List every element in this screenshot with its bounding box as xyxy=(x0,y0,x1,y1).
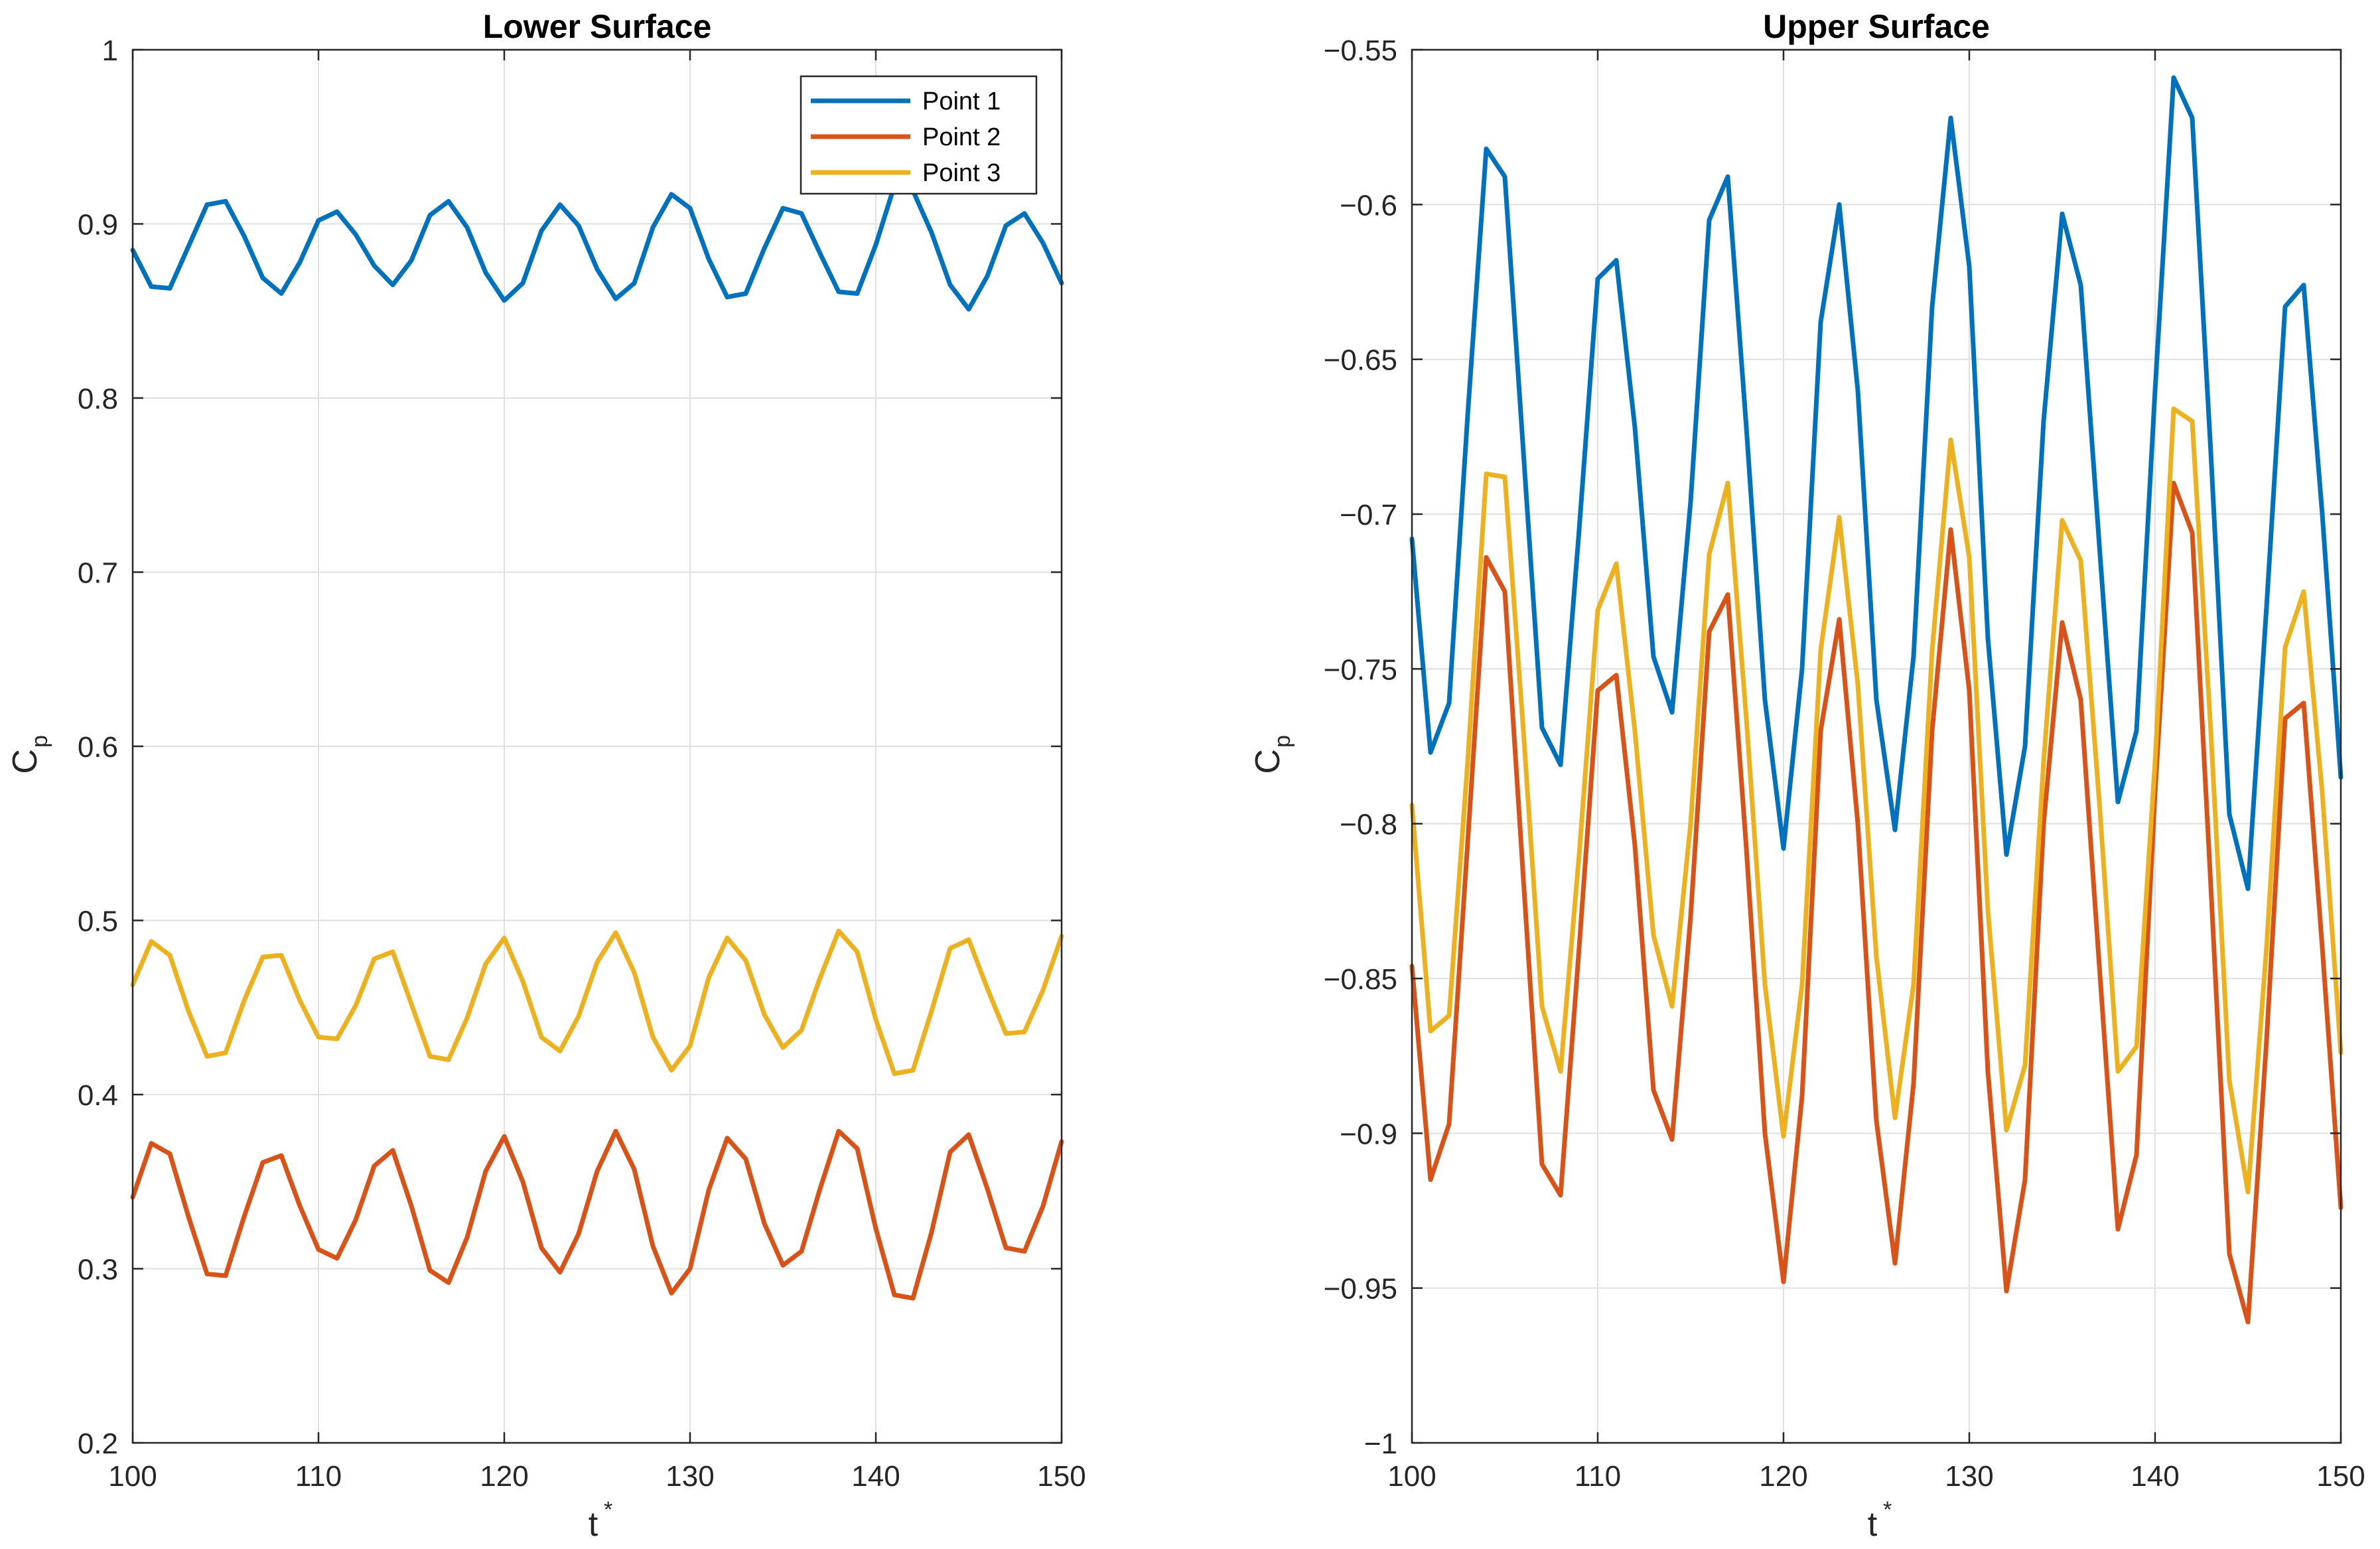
y-tick-label: −0.6 xyxy=(1340,189,1397,222)
y-axis-label-subscript: p xyxy=(27,735,52,748)
x-tick-label: 110 xyxy=(1575,1460,1621,1493)
y-tick-label: 0.3 xyxy=(78,1254,118,1286)
y-tick-label: −0.65 xyxy=(1324,344,1397,377)
x-axis-label: t xyxy=(1868,1505,1878,1544)
series-line-2 xyxy=(1409,480,2344,1325)
x-tick-label: 150 xyxy=(1037,1460,1085,1493)
series-line-2 xyxy=(130,1128,1064,1301)
axes-box xyxy=(1411,48,2342,1444)
y-axis-label-main: C xyxy=(6,749,44,774)
y-tick-label: −0.75 xyxy=(1324,653,1397,686)
x-tick-label: 150 xyxy=(2316,1460,2365,1493)
y-tick-label: 0.8 xyxy=(78,383,118,415)
y-axis-label-subscript: p xyxy=(1270,735,1295,748)
y-tick-label: 0.6 xyxy=(78,731,118,764)
x-tick-label: 140 xyxy=(851,1460,900,1493)
chart-2: 100 110 120 130 140 150 −1 −0.95 −0.9 −0.85 −0.8 −0… xyxy=(1249,8,2365,1544)
chart-title: Upper Surface xyxy=(1763,8,1990,45)
y-tick-label: 0.4 xyxy=(78,1079,118,1112)
x-tick-label: 100 xyxy=(1387,1460,1436,1493)
x-tick-label: 130 xyxy=(665,1460,714,1493)
y-tick-label: 0.2 xyxy=(78,1428,118,1460)
y-tick-label: −0.85 xyxy=(1324,963,1397,996)
x-axis-label-superscript: * xyxy=(1883,1497,1892,1522)
series-line-3 xyxy=(1409,406,2344,1195)
y-tick-label: −0.9 xyxy=(1340,1118,1397,1150)
series-line-1 xyxy=(1409,75,2344,892)
y-tick-label: 1 xyxy=(102,34,118,67)
x-tick-label: 130 xyxy=(1945,1460,1993,1493)
y-tick-label: 0.5 xyxy=(78,906,118,938)
chart-1: 100 110 120 130 140 150 0.2 0.3 0.4 0.5 0.6 0.7 0.8 0… xyxy=(6,8,1086,1544)
y-tick-label: −1 xyxy=(1364,1428,1397,1460)
plot-area xyxy=(1412,50,2341,1443)
x-tick-label: 120 xyxy=(1759,1460,1807,1493)
x-tick-label: 110 xyxy=(295,1460,342,1493)
series-line-3 xyxy=(130,928,1064,1076)
y-tick-label: 0.7 xyxy=(78,557,118,590)
chart-title: Lower Surface xyxy=(483,8,712,45)
x-tick-label: 140 xyxy=(2131,1460,2179,1493)
y-axis-label: Cp xyxy=(1249,735,1295,774)
y-tick-label: −0.7 xyxy=(1340,499,1397,531)
y-tick-label: −0.8 xyxy=(1340,809,1397,841)
x-axis-label: t xyxy=(589,1505,598,1544)
y-tick-label: 0.9 xyxy=(78,209,118,241)
y-tick-label: −0.95 xyxy=(1324,1273,1397,1306)
y-tick-label: −0.55 xyxy=(1324,34,1397,67)
legend-label-3: Point 3 xyxy=(922,159,1001,187)
y-axis-label: Cp xyxy=(6,735,52,774)
legend: Point 1 Point 2 Point 3 xyxy=(800,75,1038,195)
x-axis-label-superscript: * xyxy=(604,1497,612,1522)
y-axis-label-main: C xyxy=(1249,749,1287,774)
x-tick-label: 100 xyxy=(108,1460,157,1493)
legend-label-2: Point 2 xyxy=(922,123,1001,151)
legend-label-1: Point 1 xyxy=(922,88,1001,115)
x-tick-label: 120 xyxy=(480,1460,528,1493)
